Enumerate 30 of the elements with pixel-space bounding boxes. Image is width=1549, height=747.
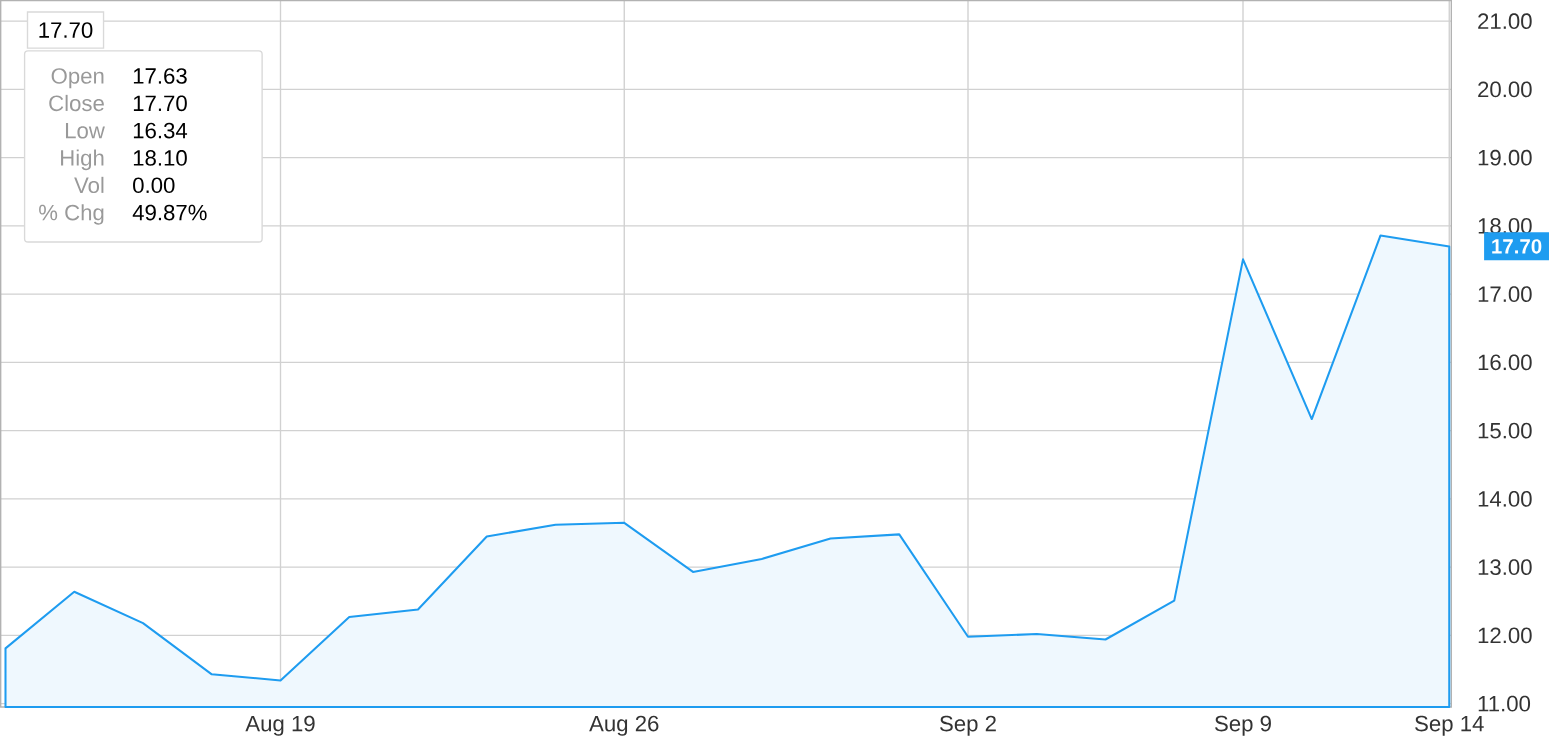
annotation: 17.70 bbox=[1492, 239, 1542, 254]
annotation: High bbox=[61, 149, 104, 171]
annotation: Low bbox=[65, 122, 105, 139]
annotation: 16.34 bbox=[133, 122, 188, 139]
annotation: 17.70 bbox=[39, 22, 93, 38]
y-tick-label: 17.00 bbox=[1478, 286, 1532, 302]
x-tick-label: Aug 19 bbox=[245, 715, 315, 736]
annotation: 17.70 bbox=[133, 95, 187, 112]
annotation: % Chg bbox=[39, 204, 104, 225]
y-tick-label: 15.00 bbox=[1478, 422, 1532, 439]
x-tick-label: Sep 14 bbox=[1415, 715, 1484, 736]
y-tick-label: 21.00 bbox=[1478, 13, 1532, 29]
y-tick-label: 20.00 bbox=[1478, 81, 1532, 98]
annotation: 18.10 bbox=[133, 149, 187, 166]
y-tick-label: 13.00 bbox=[1478, 559, 1532, 575]
y-tick-label: 16.00 bbox=[1478, 354, 1532, 371]
annotation: Vol bbox=[74, 176, 104, 193]
x-tick-label: Sep 9 bbox=[1215, 715, 1271, 736]
x-tick-label: Aug 26 bbox=[589, 715, 659, 736]
annotation: 17.63 bbox=[133, 68, 187, 84]
y-tick-label: 11.00 bbox=[1478, 695, 1531, 712]
y-tick-label: 18.00 bbox=[1478, 217, 1532, 234]
annotation: 0.00 bbox=[133, 177, 175, 193]
y-tick-label: 19.00 bbox=[1478, 149, 1532, 166]
x-tick-label: Sep 2 bbox=[940, 715, 996, 736]
y-tick-label: 14.00 bbox=[1478, 490, 1532, 507]
annotation: Close bbox=[49, 94, 104, 112]
annotation: Open bbox=[51, 68, 104, 89]
annotation: 49.87% bbox=[132, 204, 207, 221]
y-tick-label: 12.00 bbox=[1478, 627, 1532, 644]
